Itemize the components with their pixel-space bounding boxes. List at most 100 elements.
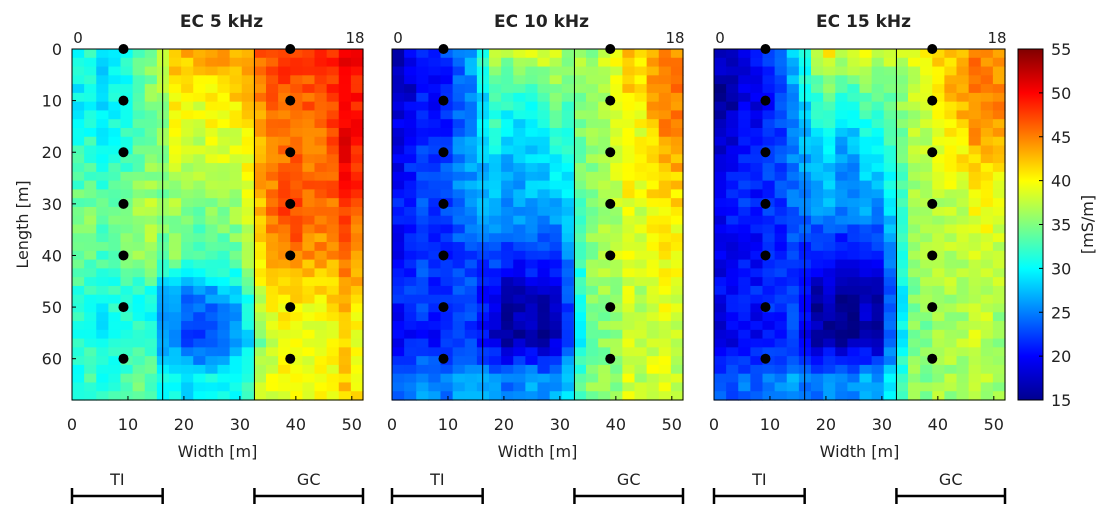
heatmap-cell	[738, 224, 751, 234]
heatmap-cell	[883, 382, 897, 392]
heatmap-cell	[859, 382, 873, 392]
heatmap-cell	[561, 127, 575, 138]
heatmap-cell	[428, 338, 442, 348]
heatmap-cell	[871, 215, 885, 226]
heatmap-cell	[489, 382, 502, 392]
heatmap-cell	[762, 84, 776, 94]
heatmap-cell	[847, 391, 861, 401]
heatmap-cell	[302, 75, 316, 85]
heatmap-cell	[537, 84, 551, 94]
heatmap-cell	[895, 189, 909, 199]
heatmap-cell	[622, 101, 636, 112]
heatmap-cell	[714, 373, 727, 384]
heatmap-cell	[956, 329, 970, 340]
heatmap-cell	[871, 57, 885, 68]
heatmap-cell	[108, 259, 122, 269]
heatmap-cell	[72, 49, 85, 59]
heatmap-cell	[169, 66, 182, 76]
heatmap-cell	[156, 277, 170, 287]
heatmap-cell	[610, 171, 623, 182]
heatmap-cell	[108, 198, 122, 208]
heatmap-cell	[290, 163, 303, 173]
heatmap-cell	[525, 329, 539, 340]
heatmap-cell	[573, 347, 587, 357]
heatmap-cell	[96, 206, 109, 217]
probe-point	[285, 44, 296, 54]
heatmap-cell	[144, 382, 158, 392]
heatmap-cell	[501, 110, 514, 120]
heatmap-cell	[120, 119, 134, 129]
heatmap-cell	[573, 145, 587, 155]
heatmap-cell	[416, 180, 429, 191]
probe-point	[118, 147, 129, 158]
heatmap-cell	[217, 57, 231, 68]
heatmap-cell	[944, 198, 958, 208]
heatmap-cell	[513, 206, 526, 217]
heatmap-cell	[278, 233, 291, 243]
probe-point	[438, 250, 449, 261]
heatmap-cell	[350, 206, 364, 217]
heatmap-cell	[266, 250, 279, 261]
heatmap-cell	[786, 373, 800, 384]
heatmap-cell	[290, 154, 303, 164]
heatmap-cell	[217, 294, 231, 305]
heatmap-cell	[169, 321, 182, 331]
heatmap-cell	[229, 127, 243, 138]
heatmap-cell	[452, 321, 466, 331]
heatmap-cell	[326, 215, 340, 226]
heatmap-cell	[944, 136, 958, 147]
heatmap-cell	[598, 242, 611, 252]
heatmap-cell	[786, 198, 800, 208]
heatmap-cell	[241, 347, 255, 357]
heatmap-cell	[169, 84, 182, 94]
heatmap-cell	[302, 189, 316, 199]
heatmap-cell	[586, 49, 599, 59]
heatmap-cell	[738, 84, 751, 94]
heatmap-cell	[798, 224, 812, 234]
heatmap-cell	[404, 338, 417, 348]
heatmap-cell	[670, 75, 684, 85]
heatmap-cell	[326, 277, 340, 287]
heatmap-cell	[610, 57, 623, 68]
heatmap-cell	[811, 391, 824, 401]
heatmap-cell	[278, 294, 291, 305]
heatmap-cell	[622, 242, 636, 252]
heatmap-cell	[326, 303, 340, 313]
heatmap-cell	[96, 66, 109, 76]
heatmap-cell	[513, 356, 526, 366]
heatmap-cell	[835, 127, 848, 138]
heatmap-cell	[859, 277, 873, 287]
heatmap-cell	[586, 136, 599, 147]
heatmap-cell	[968, 285, 982, 296]
x-tick-label: 40	[928, 415, 948, 434]
heatmap-cell	[908, 242, 921, 252]
heatmap-cell	[561, 285, 575, 296]
heatmap-cell	[561, 259, 575, 269]
colorbar-tick-label: 30	[1051, 259, 1071, 278]
heatmap-cell	[634, 382, 648, 392]
heatmap-cell	[513, 329, 526, 340]
probe-point	[760, 353, 771, 364]
heatmap-cell	[738, 268, 751, 278]
heatmap-cell	[956, 233, 970, 243]
heatmap-cell	[193, 75, 206, 85]
heatmap-cell	[392, 259, 405, 269]
heatmap-cell	[96, 189, 109, 199]
heatmap-cell	[980, 66, 994, 76]
heatmap-cell	[859, 224, 873, 234]
heatmap-cell	[968, 110, 982, 120]
heatmap-cell	[253, 347, 267, 357]
heatmap-cell	[489, 338, 502, 348]
heatmap-cell	[205, 312, 219, 322]
heatmap-cell	[278, 382, 291, 392]
heatmap-cell	[980, 312, 994, 322]
heatmap-cell	[404, 57, 417, 68]
heatmap-cell	[290, 127, 303, 138]
heatmap-cell	[920, 101, 933, 112]
heatmap-cell	[956, 189, 970, 199]
heatmap-cell	[658, 268, 672, 278]
heatmap-cell	[416, 277, 429, 287]
heatmap-cell	[350, 84, 364, 94]
heatmap-cell	[464, 329, 478, 340]
heatmap-cell	[513, 84, 526, 94]
